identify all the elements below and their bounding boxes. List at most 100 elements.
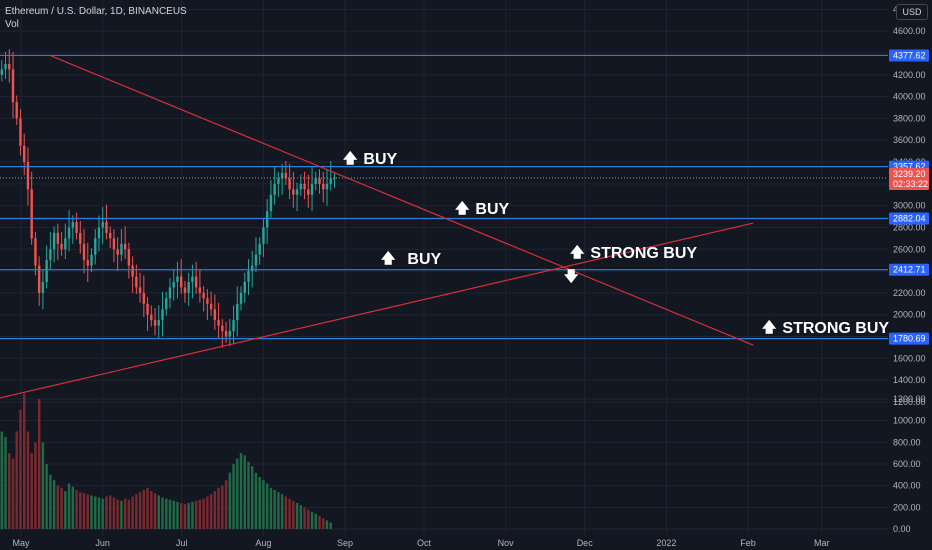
time-tick-label: Oct bbox=[417, 538, 432, 548]
volume-bar bbox=[153, 493, 157, 529]
price-tick-label: 1400.00 bbox=[893, 375, 926, 385]
candle-body bbox=[127, 249, 131, 266]
arrow-up-icon: 🡅 bbox=[570, 244, 585, 260]
currency-button[interactable]: USD bbox=[896, 4, 928, 20]
buy-annotation-1[interactable]: 🡅 BUY bbox=[343, 148, 397, 172]
volume-bar bbox=[37, 399, 41, 529]
symbol-title[interactable]: Ethereum / U.S. Dollar, 1D, BINANCEUS bbox=[5, 6, 187, 17]
candle-body bbox=[187, 281, 190, 293]
volume-bar bbox=[135, 494, 138, 529]
strong-buy-annotation-1[interactable]: 🡅 STRONG BUY bbox=[570, 242, 697, 266]
time-tick-label: May bbox=[12, 538, 30, 548]
annotation-text: BUY bbox=[475, 201, 510, 218]
arrow-up-icon: 🡅 bbox=[381, 250, 396, 266]
volume-bars bbox=[0, 393, 332, 529]
candle-body bbox=[97, 227, 101, 239]
candle-body bbox=[172, 281, 175, 288]
trendline[interactable] bbox=[49, 54, 754, 346]
volume-bar bbox=[265, 483, 269, 529]
volume-bar bbox=[127, 499, 131, 529]
volume-bar bbox=[273, 490, 276, 529]
candle-body bbox=[198, 287, 202, 293]
time-tick-label: Sep bbox=[337, 538, 353, 548]
candle-body bbox=[239, 292, 243, 304]
volume-bar bbox=[236, 458, 239, 529]
chart-legend: Ethereum / U.S. Dollar, 1D, BINANCEUS Vo… bbox=[5, 5, 187, 31]
volume-bar bbox=[60, 487, 63, 529]
volume-bar bbox=[79, 492, 82, 529]
time-axis[interactable]: May Jun Jul Aug Sep Oct Nov Dec 2022 Feb Mar bbox=[0, 536, 888, 550]
candle-body bbox=[135, 276, 138, 288]
time-axis-background bbox=[0, 536, 888, 550]
candle-body bbox=[123, 243, 127, 250]
candle-body bbox=[310, 183, 314, 195]
price-tick-label: 3800.00 bbox=[893, 113, 926, 123]
volume-bar bbox=[22, 393, 26, 529]
price-tick-label: 2600.00 bbox=[893, 244, 926, 254]
candle-body bbox=[26, 162, 30, 190]
sell-arrow-annotation[interactable]: 🡇 bbox=[564, 266, 584, 290]
annotation-text: BUY bbox=[407, 251, 442, 268]
price-tick-label: 4200.00 bbox=[893, 70, 926, 80]
candle-body bbox=[82, 243, 86, 261]
candle-body bbox=[206, 298, 209, 304]
candle-body bbox=[191, 276, 194, 282]
volume-bar bbox=[67, 483, 71, 529]
volume-bar bbox=[299, 505, 303, 529]
candle-body bbox=[265, 211, 269, 228]
candle-body bbox=[232, 320, 235, 332]
volume-bar bbox=[251, 466, 254, 529]
volume-bar bbox=[288, 498, 291, 529]
candle-body bbox=[224, 331, 228, 337]
volume-bar bbox=[217, 487, 220, 529]
candle-body bbox=[116, 249, 119, 255]
volume-bar bbox=[318, 516, 321, 529]
candle-body bbox=[228, 331, 232, 337]
time-tick-label: Aug bbox=[255, 538, 271, 548]
volume-bar bbox=[157, 495, 160, 529]
candle-body bbox=[258, 243, 261, 255]
candle-body bbox=[254, 254, 258, 266]
candle-body bbox=[22, 145, 26, 163]
volume-bar bbox=[247, 461, 250, 529]
time-tick-label: Dec bbox=[577, 538, 594, 548]
horizontal-levels[interactable] bbox=[0, 54, 888, 340]
candle-body bbox=[314, 178, 317, 184]
price-tick-label: 2200.00 bbox=[893, 288, 926, 298]
candle-body bbox=[251, 265, 254, 272]
candle-body bbox=[217, 320, 220, 326]
volume-bar bbox=[138, 492, 142, 529]
candle-body bbox=[333, 178, 336, 180]
trendline[interactable] bbox=[0, 222, 754, 400]
volume-bar bbox=[314, 513, 317, 529]
strong-buy-annotation-2[interactable]: 🡅 STRONG BUY bbox=[762, 317, 889, 341]
candle-body bbox=[150, 314, 153, 321]
candle-body bbox=[64, 238, 67, 250]
volume-bar bbox=[258, 477, 261, 529]
trendlines[interactable] bbox=[0, 54, 754, 400]
candle-body bbox=[221, 325, 224, 332]
candle-body bbox=[292, 189, 295, 195]
volume-bar bbox=[15, 431, 18, 529]
price-tick-label: 1200.00 bbox=[893, 397, 926, 407]
volume-bar bbox=[295, 503, 299, 529]
candle-body bbox=[280, 172, 284, 179]
candle-body bbox=[146, 303, 149, 315]
volume-bar bbox=[307, 509, 310, 529]
current-price-label: 3239.20 bbox=[893, 169, 926, 179]
time-tick-label: Jul bbox=[176, 538, 188, 548]
volume-bar bbox=[112, 497, 116, 529]
price-axis[interactable]: 4800.004600.004400.004200.004000.003800.… bbox=[888, 0, 932, 550]
volume-bar bbox=[52, 480, 56, 529]
candle-body bbox=[288, 178, 291, 190]
buy-annotation-2[interactable]: 🡅 BUY bbox=[455, 198, 509, 222]
volume-label[interactable]: Vol bbox=[5, 19, 19, 30]
candle-body bbox=[94, 238, 97, 255]
buy-annotation-3[interactable]: 🡅 BUY bbox=[381, 248, 441, 272]
candle-body bbox=[4, 63, 7, 70]
volume-bar bbox=[224, 480, 228, 529]
candle-body bbox=[86, 260, 89, 266]
volume-bar bbox=[179, 503, 183, 529]
